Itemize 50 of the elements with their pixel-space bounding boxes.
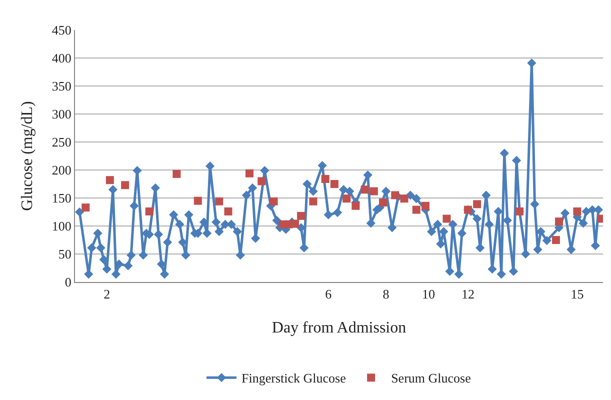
y-tick-label: 300 (52, 106, 72, 122)
y-tick-label: 350 (52, 78, 72, 94)
point (473, 200, 482, 208)
point (215, 197, 224, 206)
legend-label: Serum Glucose (391, 370, 472, 386)
point (342, 194, 351, 203)
x-tick-label: 10 (422, 286, 436, 302)
point (121, 181, 130, 190)
legend-label: Fingerstick Glucose (242, 370, 346, 386)
point (379, 198, 387, 206)
point (412, 206, 420, 214)
x-tick-label: 6 (325, 286, 332, 302)
point (555, 218, 563, 226)
point (421, 202, 430, 210)
point (82, 204, 90, 212)
point (224, 207, 232, 216)
point (360, 186, 369, 194)
x-tick-label: 15 (570, 286, 584, 302)
point (391, 191, 400, 200)
point (106, 176, 114, 184)
point (258, 177, 266, 186)
y-tick-label: 100 (52, 218, 72, 234)
point (291, 220, 299, 228)
point (552, 236, 560, 244)
point (270, 197, 278, 206)
point (573, 207, 582, 216)
point (442, 214, 451, 223)
x-axis-title: Day from Admission (272, 319, 406, 336)
point (172, 170, 181, 178)
y-tick-label: 400 (52, 50, 72, 66)
y-tick-label: 50 (58, 246, 72, 262)
point (309, 197, 318, 206)
point (370, 187, 378, 196)
point (352, 202, 360, 210)
y-tick-label: 250 (52, 134, 72, 150)
point (245, 169, 254, 178)
x-tick-label: 2 (104, 286, 110, 302)
y-tick-label: 450 (52, 22, 72, 38)
point (400, 194, 408, 203)
y-tick-label: 0 (64, 274, 72, 290)
x-tick-label: 8 (382, 286, 390, 302)
point (145, 207, 154, 216)
x-tick-label: 12 (461, 286, 474, 302)
y-tick-label: 150 (52, 190, 72, 206)
y-axis-title: Glucose (mg/dL) (18, 101, 36, 211)
point (194, 196, 202, 205)
point (321, 174, 330, 183)
y-tick-label: 200 (52, 162, 72, 178)
point (330, 180, 338, 188)
point (297, 212, 306, 220)
